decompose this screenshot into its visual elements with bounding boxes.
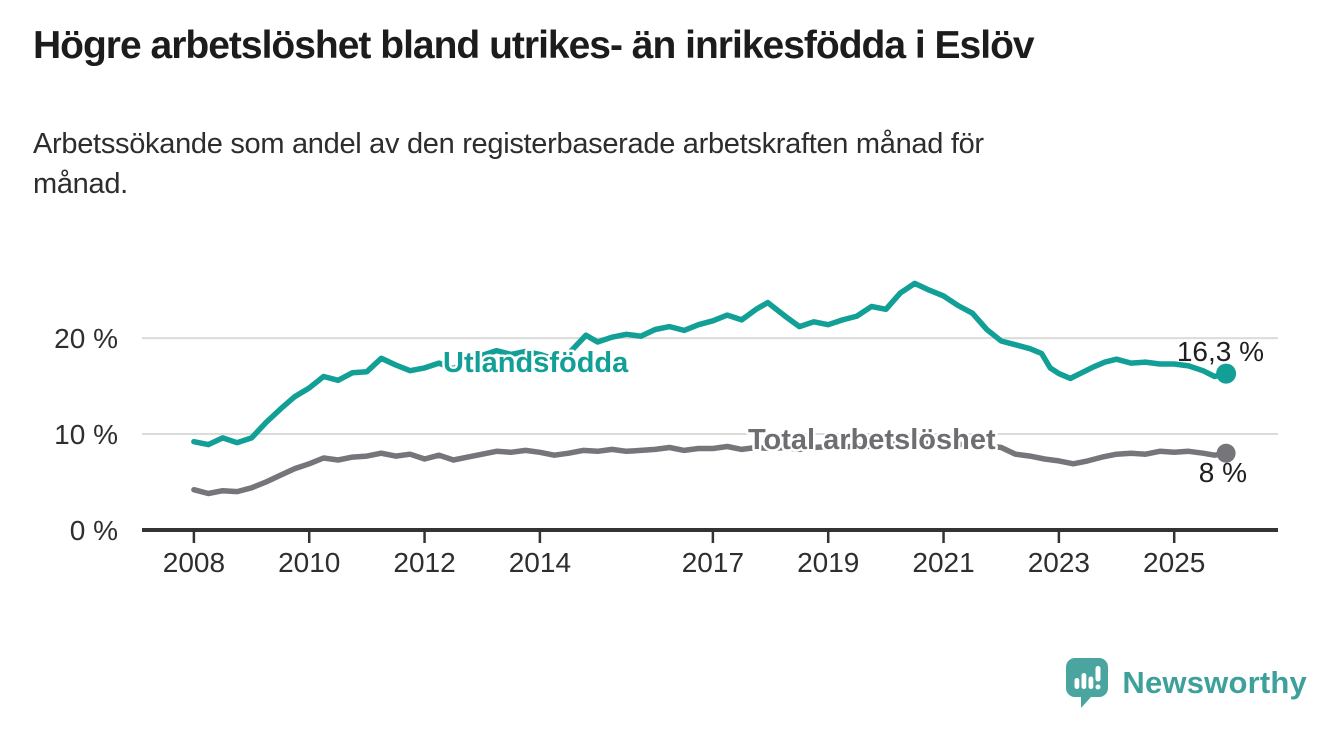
series-line-total	[191, 438, 1229, 497]
x-tick-label: 2014	[509, 547, 571, 578]
x-tick-label: 2010	[278, 547, 340, 578]
series-label-utlandsfodda: Utlandsfödda	[443, 347, 629, 379]
newsworthy-brand: Newsworthy	[1065, 658, 1307, 708]
y-tick-label: 20 %	[54, 323, 118, 354]
x-tick-label: 2019	[797, 547, 859, 578]
brand-name: Newsworthy	[1122, 665, 1307, 700]
series-end-dot-utlandsfodda	[1216, 363, 1237, 384]
x-tick-label: 2021	[912, 547, 974, 578]
chart-subtitle: Arbetssökande som andel av den registerb…	[33, 128, 984, 201]
x-tick-label: 2012	[393, 547, 455, 578]
series-line-utlandsfodda	[191, 280, 1229, 448]
x-tick-label: 2025	[1143, 547, 1205, 578]
page-title: Högre arbetslöshet bland utrikes- än inr…	[33, 24, 1035, 67]
bar-chart-speech-bubble-icon	[1066, 658, 1109, 708]
series-end-dot-total	[1216, 443, 1236, 463]
y-tick-label: 0 %	[70, 515, 118, 546]
end-value-label-utlandsfodda: 16,3 %	[1177, 336, 1264, 367]
x-tick-label: 2008	[163, 547, 225, 578]
y-tick-label: 10 %	[54, 419, 118, 450]
end-value-label-total: 8 %	[1199, 457, 1247, 488]
x-tick-label: 2017	[682, 547, 744, 578]
x-tick-label: 2023	[1028, 547, 1090, 578]
series-label-total: Total arbetslöshet	[748, 424, 996, 456]
